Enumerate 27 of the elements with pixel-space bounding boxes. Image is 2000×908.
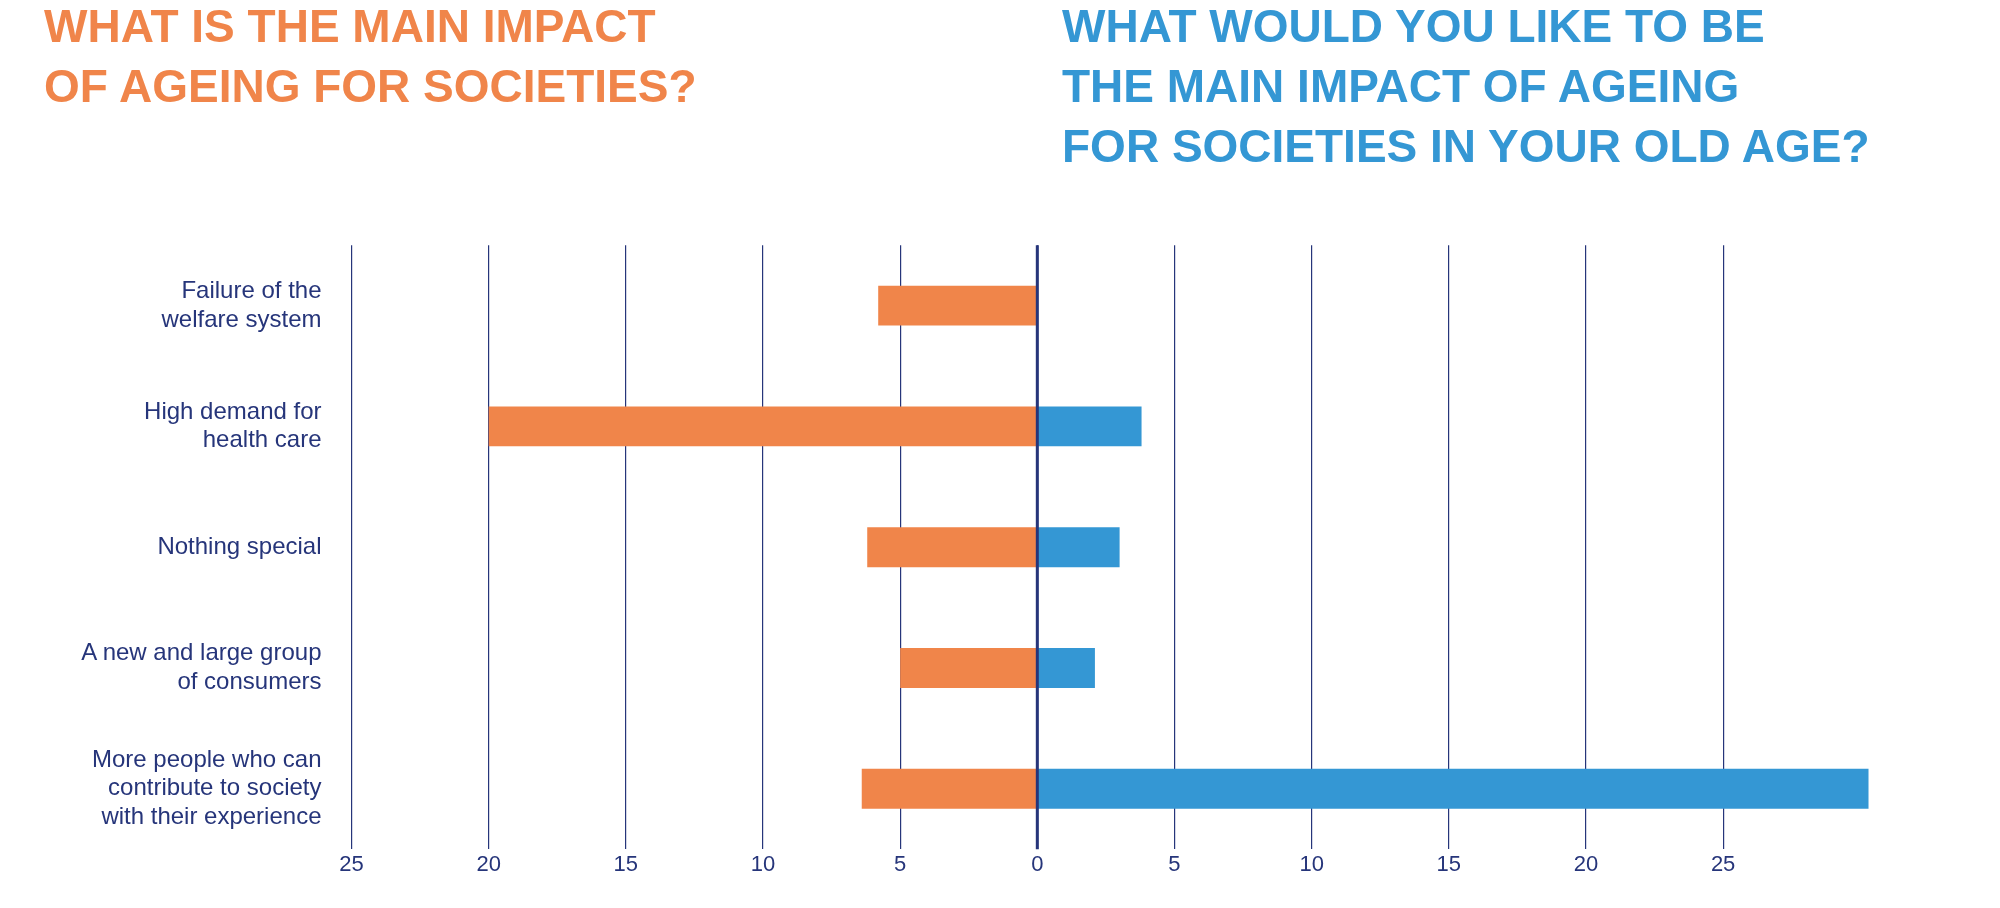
x-tick-label: 5 bbox=[894, 851, 907, 877]
y-tick-label: Nothing special bbox=[157, 531, 322, 559]
x-tick-label: 5 bbox=[1168, 851, 1181, 877]
x-tick-label: 10 bbox=[750, 851, 776, 877]
bar bbox=[1037, 648, 1095, 688]
y-tick-label: A new and large group of consumers bbox=[81, 638, 322, 695]
x-tick-label: 20 bbox=[476, 851, 501, 877]
bar bbox=[900, 648, 1037, 688]
bar bbox=[1037, 768, 1869, 809]
bar bbox=[488, 406, 1037, 447]
x-tick-label: 20 bbox=[1573, 851, 1599, 877]
chart-title: WHAT IS THE MAIN IMPACT OF AGEING FOR SOCIETIES? bbox=[44, 0, 697, 114]
y-tick-label: High demand for health care bbox=[144, 396, 322, 453]
x-tick-label: 25 bbox=[339, 851, 364, 877]
x-tick-label: 15 bbox=[613, 851, 639, 877]
y-tick-label: Failure of the welfare system bbox=[160, 275, 322, 332]
bar bbox=[867, 527, 1037, 568]
y-tick-label: More people who can contribute to society with their experience bbox=[92, 744, 322, 830]
bar bbox=[878, 285, 1037, 326]
x-tick-label: 15 bbox=[1436, 851, 1462, 877]
bar bbox=[1037, 406, 1142, 447]
x-tick-label: 0 bbox=[1031, 851, 1044, 877]
chart-subtitle: WHAT WOULD YOU LIKE TO BE THE MAIN IMPACT OF AGEING FOR SOCIETIES IN YOUR OLD AGE? bbox=[1062, 0, 1870, 174]
x-tick-label: 10 bbox=[1299, 851, 1324, 877]
bar bbox=[1037, 527, 1120, 568]
x-tick-label: 25 bbox=[1710, 851, 1736, 877]
bar bbox=[861, 768, 1037, 809]
